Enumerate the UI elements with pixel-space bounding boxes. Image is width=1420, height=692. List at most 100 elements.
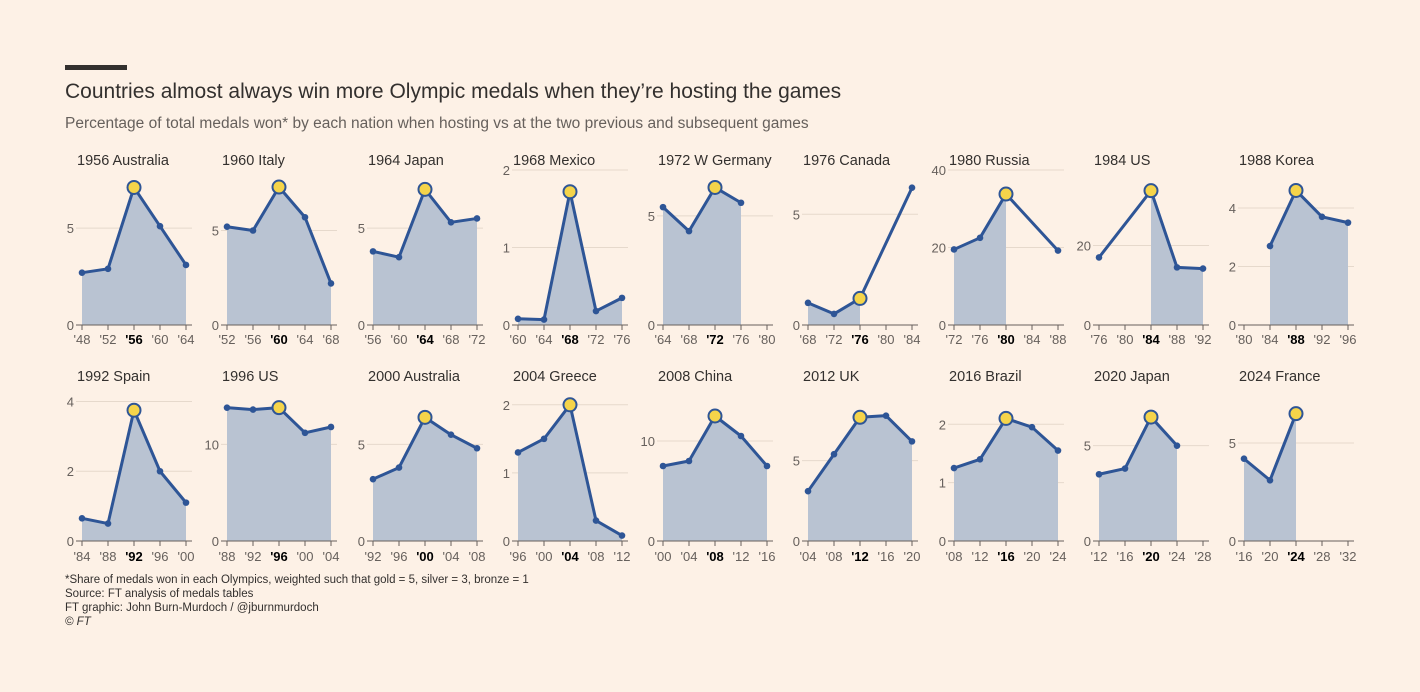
data-point (1240, 455, 1248, 463)
x-tick-label: '76 (614, 332, 631, 347)
data-point (1028, 423, 1036, 431)
x-tick-label: '68 (800, 332, 817, 347)
data-point (685, 457, 693, 465)
series-area (518, 191, 622, 325)
data-point (447, 219, 455, 226)
data-point (327, 423, 335, 431)
x-tick-label: '80 (878, 332, 895, 347)
x-tick-label: '16 (1236, 549, 1253, 564)
y-tick-label: 4 (67, 394, 74, 409)
data-point (950, 464, 958, 472)
host-year-point (562, 184, 578, 200)
data-point (1095, 254, 1103, 261)
x-tick-label-host: '00 (416, 549, 434, 564)
series-line (953, 192, 1060, 252)
x-tick-label: '20 (1024, 549, 1041, 564)
y-tick-label: 5 (358, 221, 365, 236)
series-area (954, 418, 1058, 541)
panel-title: 1996 US (222, 369, 278, 385)
panel-title: 2024 France (1239, 369, 1320, 385)
series-line (661, 185, 742, 233)
x-tick-label: '72 (469, 332, 486, 347)
x-tick-label: '00 (655, 549, 672, 564)
data-point (301, 213, 309, 221)
series-area (1099, 417, 1177, 541)
x-tick-label: '72 (946, 332, 963, 347)
host-year-point (562, 397, 578, 413)
x-tick-label-host: '68 (561, 332, 579, 347)
y-tick-label: 0 (793, 318, 800, 333)
panel-title: 2004 Greece (513, 369, 597, 385)
x-tick-label: '72 (588, 332, 605, 347)
panel-2: 1960 Italy 0 5 '52 '56 '60 '64 '68 (212, 153, 340, 347)
panel-title: 1964 Japan (368, 153, 444, 169)
x-tick-label-host: '72 (706, 332, 724, 347)
x-tick-label: '96 (1340, 332, 1357, 347)
data-point (830, 450, 838, 458)
x-tick-label: '08 (946, 549, 963, 564)
x-tick-label: '92 (245, 549, 262, 564)
x-tick-label: '24 (1169, 549, 1186, 564)
host-year-point (707, 408, 723, 424)
x-tick-label-host: '76 (851, 332, 869, 347)
host-year-point (417, 409, 433, 425)
y-tick-label: 5 (358, 437, 365, 452)
y-tick-label: 5 (793, 454, 800, 469)
x-tick-label: '00 (536, 549, 553, 564)
data-point (1054, 447, 1062, 454)
data-point (78, 515, 86, 522)
data-point (104, 520, 112, 527)
x-tick-label: '48 (74, 332, 91, 347)
x-tick-label: '96 (391, 549, 408, 564)
data-point (659, 203, 667, 211)
data-point (804, 299, 812, 307)
data-point (395, 253, 403, 261)
panel-3: 1964 Japan 0 5 '56 '60 '64 '68 '72 (358, 153, 486, 347)
x-tick-label: '56 (365, 332, 382, 347)
x-tick-label: '80 (1236, 332, 1253, 347)
x-tick-label: '20 (1262, 549, 1279, 564)
x-tick-label: '84 (1262, 332, 1279, 347)
x-tick-label: '52 (100, 332, 117, 347)
data-point (592, 307, 600, 315)
x-tick-label: '08 (469, 549, 486, 564)
data-point (659, 462, 667, 470)
y-tick-label: 5 (648, 209, 655, 224)
panel-12: 2000 Australia 0 5 '92 '96 '00 '04 '08 (358, 369, 486, 564)
data-point (737, 199, 745, 207)
y-tick-label: 40 (932, 163, 946, 178)
x-tick-label: '76 (1091, 332, 1108, 347)
x-tick-label: '64 (655, 332, 672, 347)
y-tick-label: 1 (503, 241, 510, 256)
x-tick-label: '76 (972, 332, 989, 347)
y-tick-label: 0 (939, 534, 946, 549)
data-point (1199, 265, 1207, 272)
panel-11: 1996 US 0 10 '88 '92 '96 '00 '04 (205, 369, 340, 564)
data-point (908, 438, 916, 445)
panel-title: 2020 Japan (1094, 369, 1170, 385)
source-note: Source: FT analysis of medals tables (65, 588, 254, 600)
x-tick-label-host: '80 (997, 332, 1015, 347)
host-year-point (852, 290, 868, 306)
series-area (808, 415, 912, 541)
series-area (1270, 190, 1348, 325)
x-tick-label: '68 (681, 332, 698, 347)
data-point (369, 475, 377, 483)
data-point (1318, 213, 1326, 221)
y-tick-label: 5 (793, 207, 800, 222)
panel-title: 1972 W Germany (658, 153, 772, 169)
x-tick-label: '92 (1195, 332, 1212, 347)
y-tick-label: 0 (358, 534, 365, 549)
data-point (249, 227, 257, 234)
data-point (473, 444, 481, 452)
y-tick-label: 5 (212, 223, 219, 238)
chart-subtitle: Percentage of total medals won* by each … (65, 115, 809, 132)
data-point (618, 294, 626, 302)
host-year-point (271, 400, 287, 416)
y-tick-label: 0 (1229, 318, 1236, 333)
x-tick-label: '68 (443, 332, 460, 347)
y-tick-label: 0 (503, 534, 510, 549)
data-point (447, 431, 455, 439)
x-tick-label: '56 (245, 332, 262, 347)
